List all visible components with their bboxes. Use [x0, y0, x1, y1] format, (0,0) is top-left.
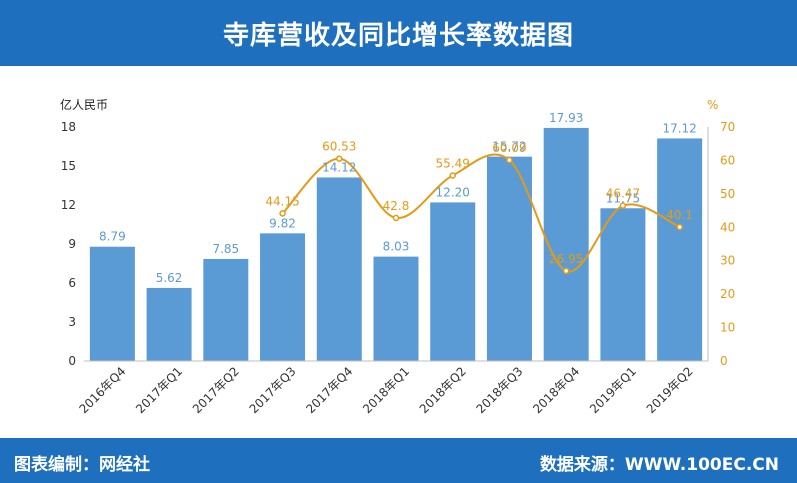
bar [203, 258, 249, 361]
left-axis-tick-label: 12 [61, 198, 76, 212]
bar-value-label: 12.20 [436, 185, 470, 199]
bar-value-label: 14.12 [322, 160, 356, 174]
growth-value-label: 60.09 [492, 141, 526, 155]
bar [543, 127, 589, 361]
bar-value-label: 17.12 [662, 121, 696, 135]
data-labels: 8.79 5.62 7.85 9.82 14.12 8.03 12.20 15.72 17.93… [99, 111, 697, 285]
x-axis-tick-label: 2017年Q3 [247, 364, 299, 416]
growth-value-label: 46.47 [606, 187, 640, 201]
bar-value-label: 7.85 [212, 242, 239, 256]
growth-point [449, 172, 456, 179]
right-axis: % 0 10 20 30 40 50 60 70 [707, 98, 735, 368]
right-axis-tick-label: 30 [720, 254, 735, 268]
bar [260, 233, 306, 361]
x-axis: 2016年Q4 2017年Q1 2017年Q2 2017年Q3 2017年Q4 2018年… [76, 360, 708, 416]
title-bar: 寺库营收及同比增长率数据图 [0, 0, 797, 66]
growth-point [619, 202, 627, 209]
x-axis-tick-label: 2018年Q2 [417, 364, 469, 416]
x-axis-tick-label: 2017年Q2 [190, 364, 242, 416]
bar-value-label: 17.93 [549, 111, 583, 125]
bar-value-label: 11.75 [606, 191, 640, 205]
growth-value-label: 26.95 [549, 252, 583, 266]
left-axis-title: 亿人民币 [60, 97, 108, 112]
bar-value-label: 9.82 [269, 216, 296, 230]
bar [600, 208, 646, 361]
bar [657, 138, 703, 361]
line-series [279, 153, 683, 275]
growth-value-label: 44.15 [265, 194, 299, 208]
bar [146, 287, 192, 361]
right-axis-tick-label: 60 [720, 153, 735, 167]
left-axis-tick-label: 15 [61, 159, 76, 173]
page-title: 寺库营收及同比增长率数据图 [222, 20, 574, 51]
left-axis-tick-label: 0 [68, 354, 76, 368]
x-axis-tick-label: 2017年Q4 [303, 364, 355, 416]
x-axis-tick-label: 2017年Q1 [133, 364, 185, 416]
growth-point [279, 210, 286, 217]
bar-value-label: 8.79 [99, 230, 126, 244]
growth-value-label: 40.1 [666, 208, 693, 222]
right-axis-tick-label: 70 [720, 120, 735, 134]
x-axis-tick-label: 2018年Q4 [530, 364, 582, 416]
growth-value-label: 42.8 [383, 199, 410, 213]
footer-source: 数据来源：WWW.100EC.CN [539, 455, 779, 475]
x-axis-tick-label: 2018年Q3 [474, 364, 526, 416]
bar [373, 256, 419, 361]
x-axis-tick-label: 2019年Q2 [644, 364, 696, 416]
left-axis: 亿人民币 0 3 6 9 12 15 18 [60, 97, 108, 368]
right-axis-tick-label: 10 [720, 321, 735, 335]
bar-value-label: 5.62 [156, 271, 183, 285]
bar [316, 177, 362, 361]
bar-series [89, 127, 703, 361]
bar [430, 202, 476, 361]
growth-line [281, 153, 681, 273]
growth-value-label: 60.53 [322, 140, 356, 154]
growth-value-label: 55.49 [436, 157, 470, 171]
left-axis-tick-label: 9 [68, 237, 76, 251]
right-axis-tick-label: 20 [720, 287, 735, 301]
left-axis-tick-label: 3 [68, 315, 76, 329]
growth-point [562, 267, 570, 275]
x-axis-tick-label: 2018年Q1 [360, 364, 412, 416]
footer-credit: 图表编制：网经社 [14, 455, 150, 475]
bar-value-label: 8.03 [383, 240, 410, 254]
growth-point [392, 214, 400, 222]
x-axis-tick-label: 2019年Q1 [587, 364, 639, 416]
bar-value-label: 15.72 [492, 140, 526, 154]
growth-point [336, 155, 343, 162]
right-axis-title: % [707, 98, 718, 112]
right-axis-tick-label: 50 [720, 187, 735, 201]
growth-point [676, 223, 683, 231]
left-axis-tick-label: 18 [61, 120, 76, 134]
x-axis-tick-label: 2016年Q4 [76, 364, 128, 416]
left-axis-tick-label: 6 [68, 276, 76, 290]
bar [89, 246, 135, 361]
right-axis-tick-label: 40 [720, 220, 735, 234]
footer-bar: 图表编制：网经社 数据来源：WWW.100EC.CN [0, 438, 797, 483]
bar [486, 156, 532, 361]
growth-point [506, 156, 513, 164]
right-axis-tick-label: 0 [720, 354, 728, 368]
